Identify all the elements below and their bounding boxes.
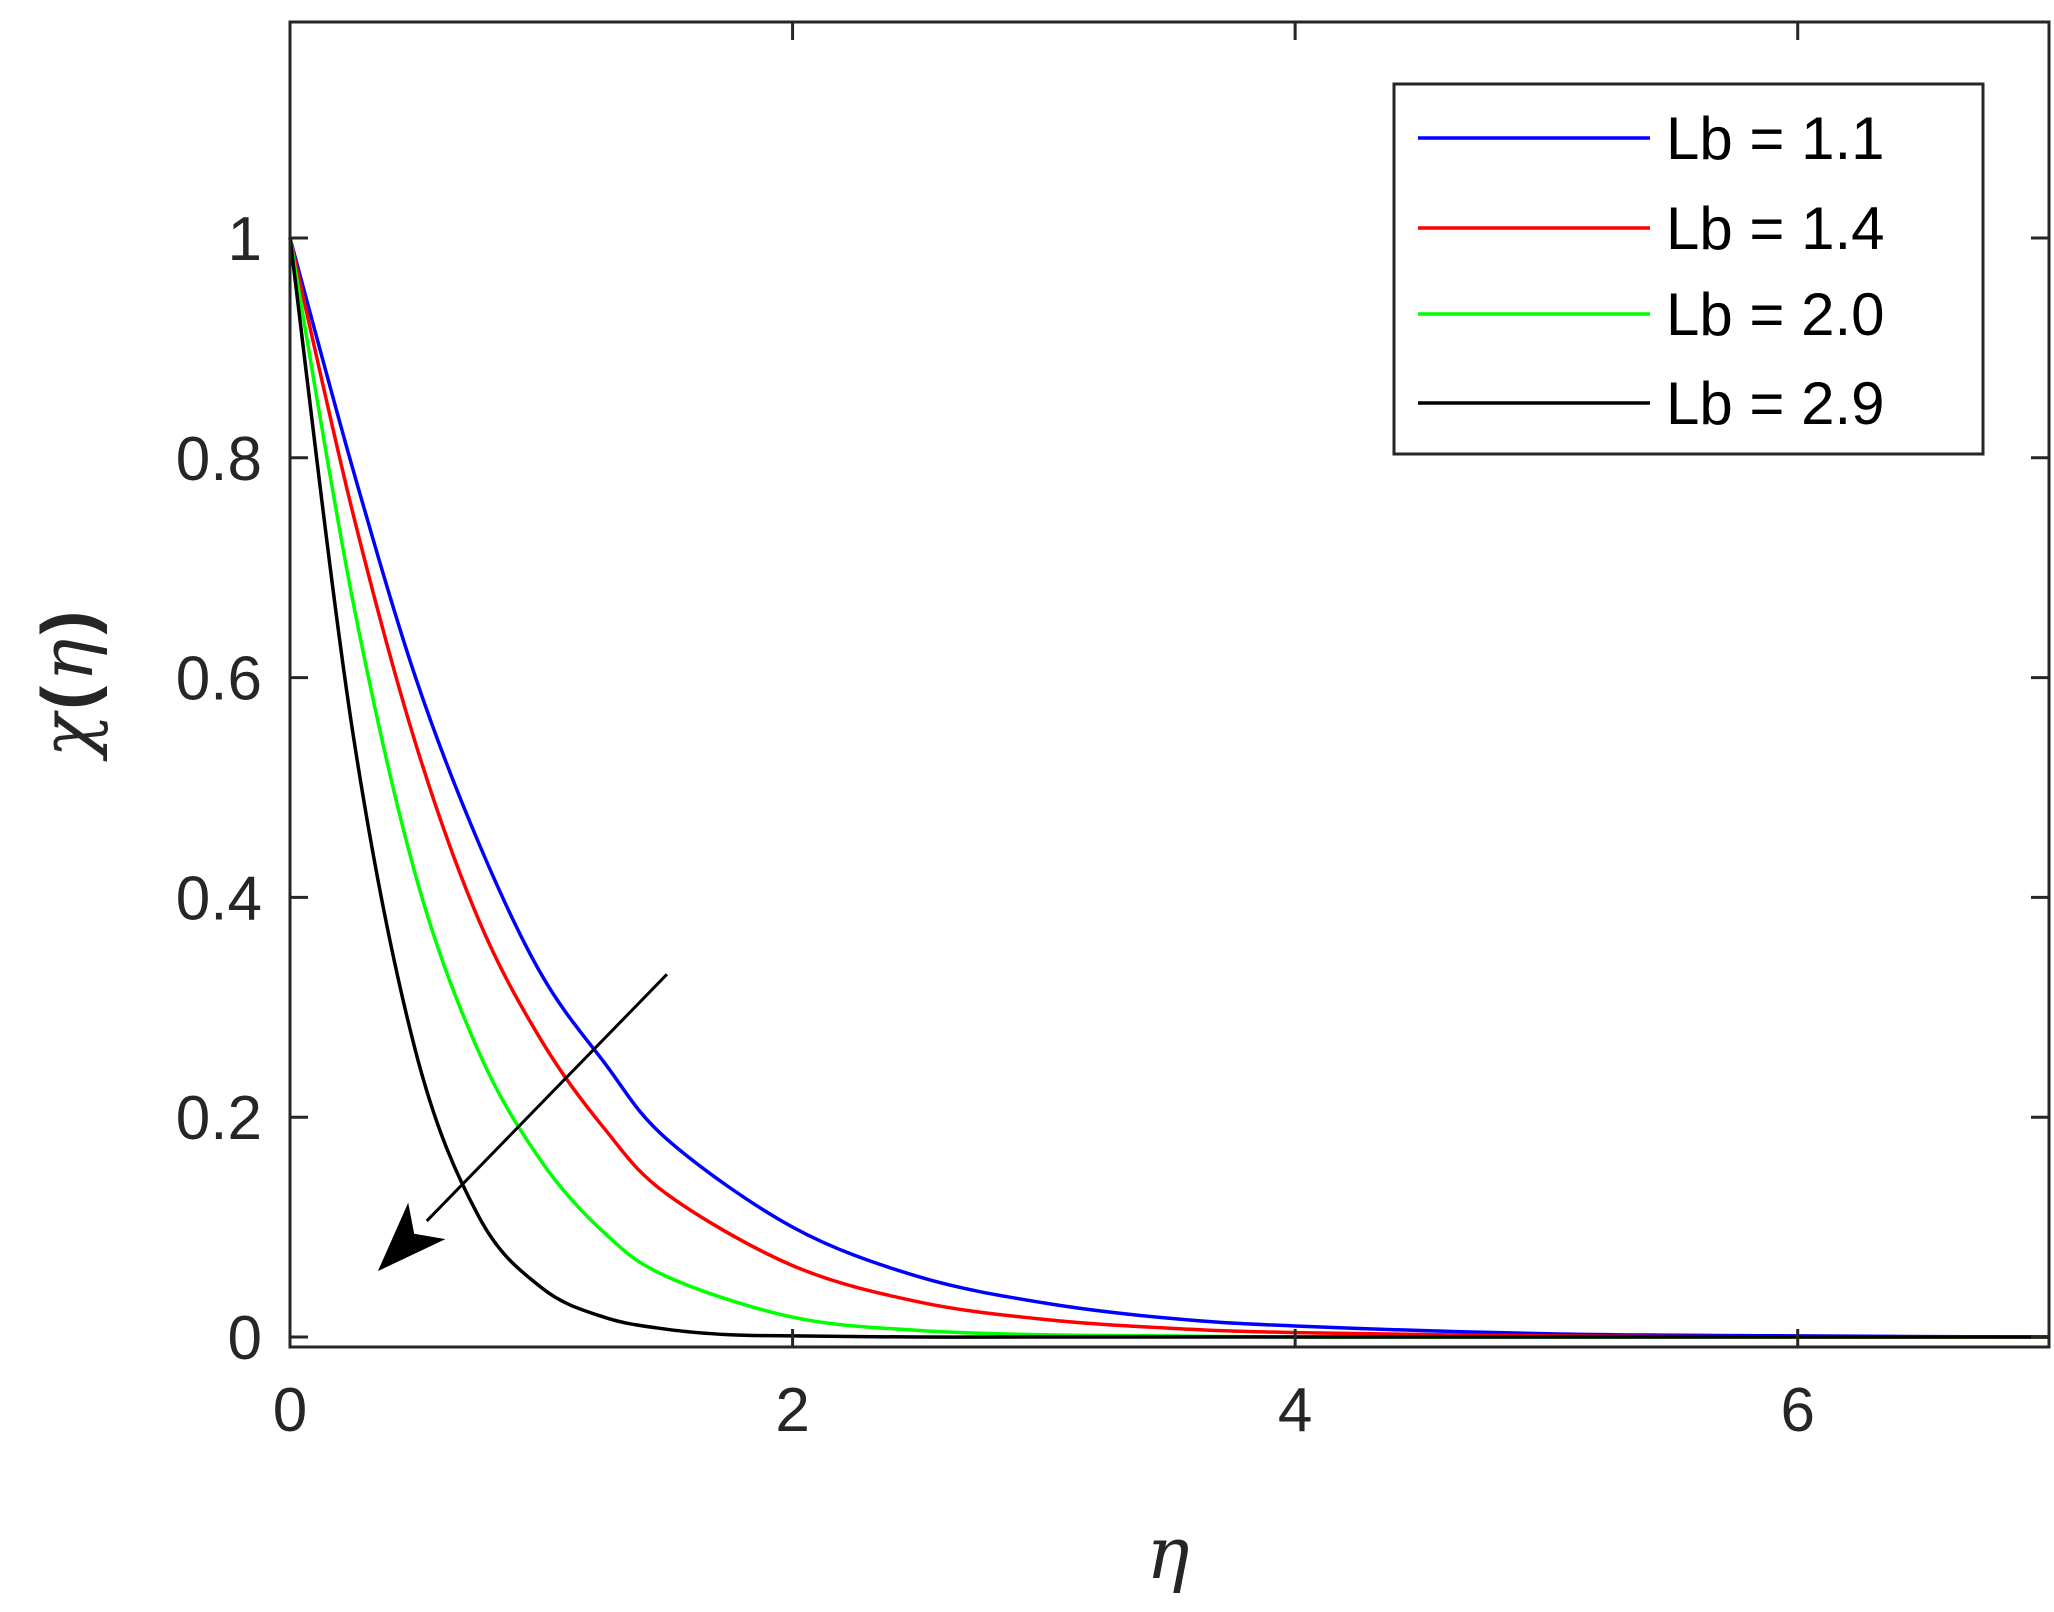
y-tick-label: 0.6 [176, 645, 262, 714]
y-tick-label: 1 [228, 205, 262, 274]
x-tick-label: 0 [273, 1376, 307, 1445]
y-axis-title-close-paren: ) [28, 611, 108, 635]
y-axis-title-arg: η [25, 639, 109, 682]
y-ticks: 0 0.2 0.4 0.6 0.8 1 [176, 205, 2049, 1373]
legend: Lb = 1.1 Lb = 1.4 Lb = 2.0 Lb = 2.9 [1392, 82, 1985, 456]
legend-box [1392, 82, 1985, 456]
y-axis-title-symbol: χ [25, 709, 109, 762]
y-tick-label: 0 [228, 1304, 262, 1373]
axes-box [288, 20, 2051, 1349]
series-line-3 [288, 237, 2049, 1339]
arrow-head [377, 1202, 446, 1272]
legend-label-0: Lb = 1.1 [1666, 105, 1885, 172]
legend-label-2: Lb = 2.0 [1666, 281, 1885, 348]
y-tick-label: 0.2 [176, 1084, 262, 1153]
legend-entries: Lb = 1.1 Lb = 1.4 Lb = 2.0 Lb = 2.9 [1418, 105, 1885, 437]
arrow-shaft [425, 973, 669, 1222]
legend-label-3: Lb = 2.9 [1666, 370, 1885, 437]
series-line-0 [288, 237, 2050, 1339]
svg-text:χ ( η ): χ ( η ) [25, 611, 109, 763]
x-ticks: 0 2 4 6 [273, 22, 1815, 1445]
y-tick-label: 0.4 [176, 864, 262, 933]
x-tick-label: 6 [1780, 1376, 1814, 1445]
x-tick-label: 4 [1278, 1376, 1312, 1445]
y-axis-title-open-paren: ( [28, 686, 108, 710]
x-axis-title: η [1146, 1511, 1189, 1595]
y-tick-label: 0.8 [176, 425, 262, 494]
series-layer [288, 237, 2050, 1339]
x-tick-label: 2 [775, 1376, 809, 1445]
legend-label-1: Lb = 1.4 [1666, 195, 1885, 262]
y-axis-title: χ ( η ) [25, 611, 109, 763]
annotation-layer [377, 973, 669, 1272]
